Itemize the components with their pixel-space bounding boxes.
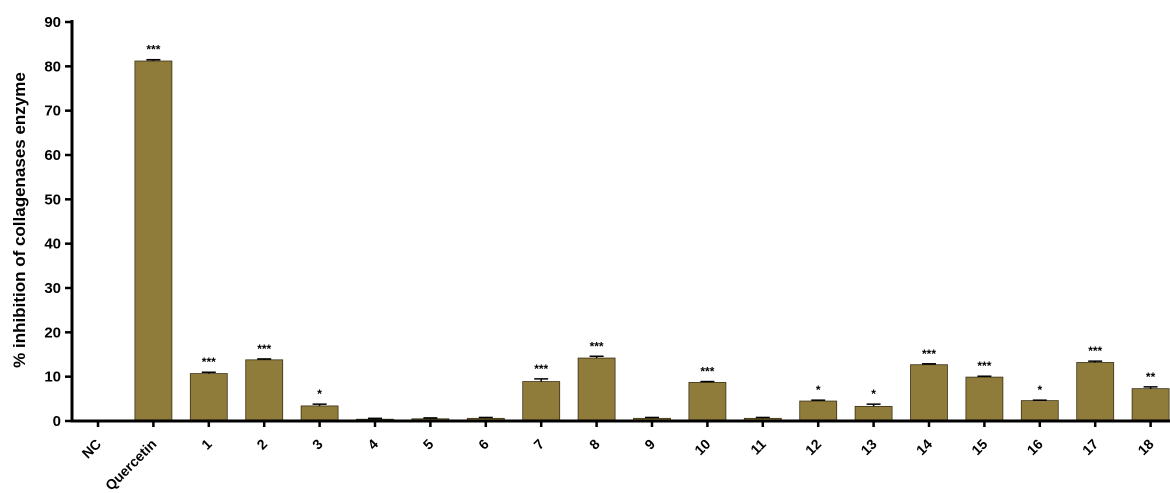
x-tick-label: 1 xyxy=(198,436,215,453)
x-tick-label: 2 xyxy=(253,436,270,453)
y-tick-label: 80 xyxy=(44,58,61,75)
significance-label: *** xyxy=(590,339,604,353)
bar xyxy=(965,376,1004,422)
significance-label: ** xyxy=(1146,370,1156,384)
bars: ******************** ************* xyxy=(134,43,1170,422)
significance-label: * xyxy=(317,387,322,401)
significance-label: * xyxy=(1037,383,1042,397)
x-tick-label: 12 xyxy=(802,436,824,458)
bar xyxy=(1131,388,1170,422)
y-tick-label: 0 xyxy=(53,413,61,430)
y-tick-label: 20 xyxy=(44,324,61,341)
significance-label: * xyxy=(816,383,821,397)
significance-label: *** xyxy=(534,362,548,376)
y-tick-label: 30 xyxy=(44,280,61,297)
x-tick-label: 10 xyxy=(691,436,713,458)
bar xyxy=(910,364,948,422)
significance-label: *** xyxy=(977,359,991,373)
x-tick-label: 6 xyxy=(475,436,492,453)
x-tick-label: 17 xyxy=(1079,436,1101,458)
bar xyxy=(1020,400,1059,422)
y-tick-label: 10 xyxy=(44,369,61,386)
x-tick-label: 5 xyxy=(420,436,437,453)
x-tick-label: 7 xyxy=(530,436,547,453)
y-tick-label: 40 xyxy=(44,236,61,253)
y-tick-label: 90 xyxy=(44,14,61,31)
bar xyxy=(134,60,173,422)
x-tick-label: 18 xyxy=(1134,436,1156,458)
x-tick-label: 8 xyxy=(586,436,603,453)
bar xyxy=(245,359,284,422)
bar xyxy=(799,400,838,422)
significance-label: *** xyxy=(1088,344,1102,358)
bar xyxy=(522,381,561,422)
x-tick-label: 14 xyxy=(913,436,935,458)
significance-label: *** xyxy=(202,355,216,369)
y-axis: 0 10 20 30 40 50 60 70 80 90 xyxy=(44,14,74,430)
y-tick-label: 50 xyxy=(44,191,61,208)
y-axis-label: % inhibition of collagenases enzyme xyxy=(10,72,29,368)
x-tick-label: 4 xyxy=(364,436,381,453)
bar xyxy=(854,405,893,422)
significance-label: *** xyxy=(700,365,714,379)
bar xyxy=(189,373,228,422)
x-tick-label: 13 xyxy=(857,436,879,458)
bar xyxy=(1076,362,1115,422)
x-tick-label: 15 xyxy=(968,436,990,458)
x-tick-label: NC xyxy=(78,436,104,462)
x-tick-label: 11 xyxy=(747,436,769,458)
y-tick-label: 60 xyxy=(44,147,61,164)
bar xyxy=(300,405,339,422)
bar xyxy=(688,382,727,422)
significance-label: *** xyxy=(146,43,160,57)
x-tick-label: 9 xyxy=(641,436,658,453)
significance-label: *** xyxy=(257,342,271,356)
y-tick-label: 70 xyxy=(44,103,61,120)
significance-label: *** xyxy=(922,347,936,361)
x-tick-label: 3 xyxy=(309,436,326,453)
significance-label: * xyxy=(871,387,876,401)
x-tick-label: 16 xyxy=(1024,436,1046,458)
bar xyxy=(577,357,616,422)
x-tick-label: Quercetin xyxy=(102,436,160,493)
